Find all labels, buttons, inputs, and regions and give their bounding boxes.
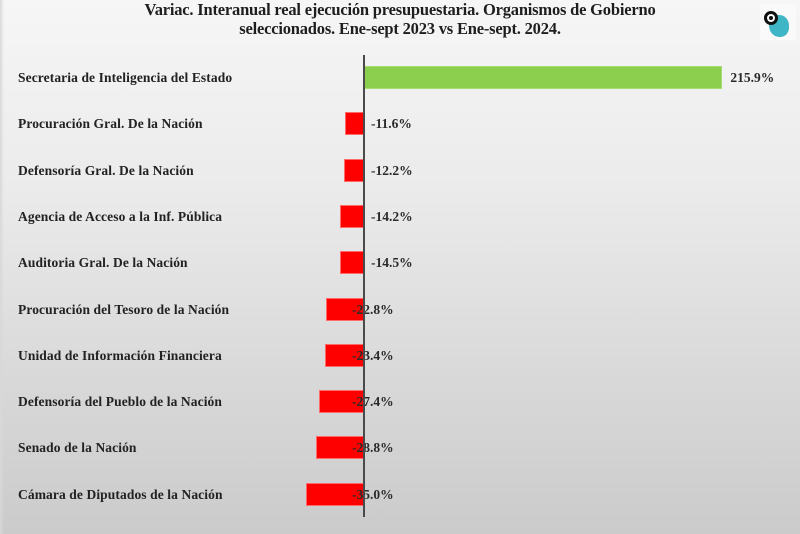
category-label: Unidad de Información Financiera (18, 348, 222, 363)
category-label: Secretaria de Inteligencia del Estado (18, 70, 233, 85)
category-label: Procuración del Tesoro de la Nación (18, 302, 230, 317)
value-label: -14.5% (371, 255, 413, 270)
chart-row: Defensoría Gral. De la Nación -12.2% (0, 159, 800, 183)
category-label: Procuración Gral. De la Nación (18, 116, 203, 131)
negative-bar (344, 112, 364, 135)
chart-row: Auditoria Gral. De la Nación -14.5% (0, 251, 800, 275)
value-label: -35.0% (352, 487, 394, 502)
value-label: -27.4% (352, 394, 394, 409)
chart-row: Agencia de Acceso a la Inf. Pública -14.2… (0, 205, 800, 229)
negative-bar (339, 251, 364, 274)
chart-row: Procuración del Tesoro de la Nación -22.8… (0, 298, 800, 322)
chart-row: Senado de la Nación -28.8% (0, 436, 800, 460)
target-logo-icon (760, 4, 796, 40)
value-label: -14.2% (371, 209, 413, 224)
value-label: 215.9% (730, 70, 775, 85)
value-label: -22.8% (352, 302, 394, 317)
value-label: -12.2% (371, 163, 413, 178)
positive-bar (364, 66, 723, 89)
left-edge (0, 0, 4, 534)
category-label: Cámara de Diputados de la Nación (18, 487, 223, 502)
logo-ring (764, 11, 778, 25)
category-label: Senado de la Nación (18, 440, 137, 455)
zero-axis (363, 55, 365, 517)
negative-bar (340, 205, 364, 228)
category-label: Auditoria Gral. De la Nación (18, 255, 188, 270)
chart-row: Defensoría del Pueblo de la Nación -27.4% (0, 390, 800, 414)
value-label: -11.6% (371, 116, 412, 131)
chart-row: Procuración Gral. De la Nación -11.6% (0, 112, 800, 136)
chart-title-line-1: Variac. Interanual real ejecución presup… (144, 0, 656, 19)
chart-title-line-2: seleccionados. Ene-sept 2023 vs Ene-sept… (239, 19, 561, 38)
negative-bar (343, 159, 364, 182)
category-label: Defensoría del Pueblo de la Nación (18, 394, 223, 409)
value-label: -23.4% (352, 348, 394, 363)
chart-row: Cámara de Diputados de la Nación -35.0% (0, 483, 800, 507)
category-label: Defensoría Gral. De la Nación (18, 163, 194, 178)
chart-row: Secretaria de Inteligencia del Estado 215… (0, 66, 800, 90)
category-label: Agencia de Acceso a la Inf. Pública (18, 209, 223, 224)
chart-row: Unidad de Información Financiera -23.4% (0, 344, 800, 368)
value-label: -28.8% (352, 440, 394, 455)
chart-title: Variac. Interanual real ejecución presup… (140, 0, 660, 38)
